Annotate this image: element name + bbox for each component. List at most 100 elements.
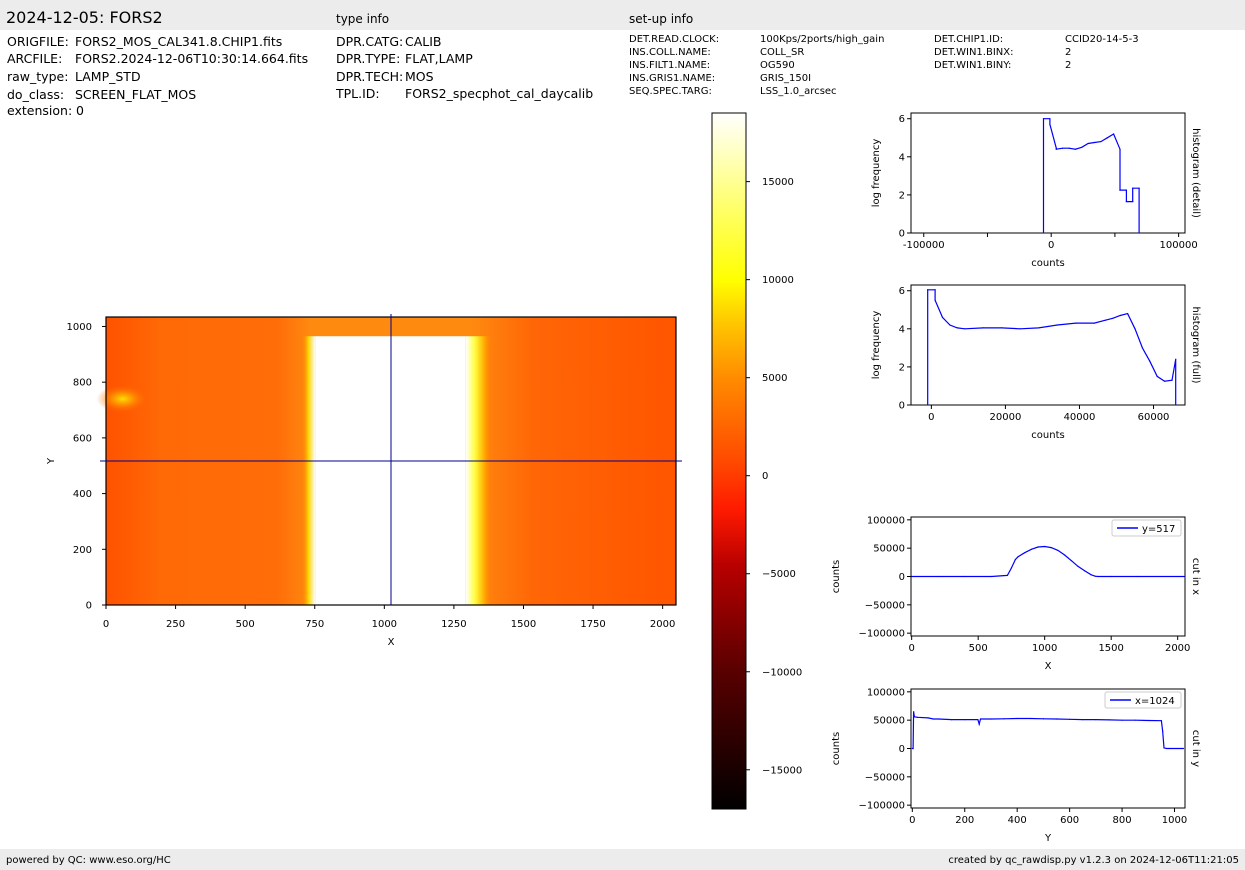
setup-info-key: DET.READ.CLOCK: <box>629 34 720 45</box>
image-ytick-label: 600 <box>73 433 92 444</box>
file-info-value: LAMP_STD <box>75 69 141 84</box>
cut-in-x-xtick-label: 1500 <box>1098 643 1123 654</box>
file-info-value: SCREEN_FLAT_MOS <box>75 87 197 102</box>
file-info-key: ORIGFILE: <box>7 34 69 49</box>
cut-in-y-xlabel: Y <box>1044 833 1052 844</box>
histogram-detail-xlabel: counts <box>1031 258 1064 269</box>
cut-in-x-point <box>1057 549 1059 552</box>
cut-in-y-point <box>964 719 966 721</box>
cut-in-x-xtick-label: 1000 <box>1032 643 1057 654</box>
cut-in-y-point <box>951 719 953 721</box>
histogram-full-point <box>1093 322 1095 324</box>
cut-in-x-xlabel: X <box>1045 661 1052 672</box>
cut-in-x-point <box>1083 570 1086 572</box>
histogram-detail-point <box>1132 187 1134 189</box>
setup-info-heading: set-up info <box>629 12 694 26</box>
page-title: 2024-12-05: FORS2 <box>6 8 163 27</box>
cut-in-y-point <box>979 718 982 720</box>
histogram-detail-point <box>1100 140 1102 143</box>
colorbar-tick-label: 10000 <box>762 275 794 286</box>
histogram-full-point <box>1075 322 1077 324</box>
histogram-full-point <box>927 404 929 406</box>
histogram-detail-point <box>1125 200 1127 203</box>
cut-in-y-point <box>1082 719 1084 721</box>
file-info-key: ARCFILE: <box>7 51 63 66</box>
histogram-detail-point <box>1081 146 1083 148</box>
histogram-full-point <box>941 316 944 318</box>
histogram-detail-point <box>1093 141 1096 144</box>
histogram-detail-ytick-label: 4 <box>899 152 905 163</box>
histogram-detail-point <box>1062 147 1064 149</box>
cut-in-y-ylabel: counts <box>831 732 842 765</box>
setup-info-value: 100Kps/2ports/high_gain <box>760 34 885 45</box>
setup-info-key: DET.CHIP1.ID: <box>934 34 1004 45</box>
cut-in-x-point <box>1077 565 1079 567</box>
image-xtick-label: 750 <box>305 619 324 630</box>
image-xtick-label: 2000 <box>650 619 675 630</box>
histogram-full-point <box>1141 347 1144 349</box>
histogram-full-point <box>934 299 936 301</box>
image-ytick-label: 200 <box>73 545 92 556</box>
histogram-detail-point <box>1049 118 1051 120</box>
image-band-edge-left <box>301 336 316 605</box>
cut-in-y-point <box>1166 747 1168 750</box>
image-ytick-label: 400 <box>73 489 92 500</box>
setup-info-key: INS.COLL.NAME: <box>629 47 711 58</box>
type-info-key: TPL.ID: <box>336 86 380 101</box>
cut-in-x-panel <box>907 516 1186 640</box>
setup-info-value: LSS_1.0_arcsec <box>760 86 837 97</box>
histogram-full-point <box>1112 317 1114 319</box>
histogram-full-ytick-label: 4 <box>899 324 905 335</box>
setup-info-key: DET.WIN1.BINX: <box>934 47 1014 58</box>
colorbar-tick-label: −15000 <box>762 765 802 776</box>
histogram-detail-point <box>1106 137 1108 139</box>
cut-in-y-point <box>1168 747 1170 750</box>
image-xtick-label: 1250 <box>441 619 466 630</box>
cut-in-x-point <box>1064 554 1066 556</box>
cut-in-y-panel <box>907 688 1186 812</box>
histogram-full-point <box>1156 375 1158 378</box>
file-info-value: FORS2.2024-12-06T10:30:14.664.fits <box>75 51 309 66</box>
type-info-value: CALIB <box>405 34 442 49</box>
histogram-full-ylabel: log frequency <box>871 311 882 380</box>
histogram-full-point <box>1001 327 1003 329</box>
image-ylabel: Y <box>46 457 57 465</box>
cut-in-x-point <box>1094 575 1096 577</box>
cut-in-y-series-line <box>912 711 1184 750</box>
file-info-value: FORS2_MOS_CAL341.8.CHIP1.fits <box>75 34 283 49</box>
footer-band <box>0 849 1245 870</box>
cut-in-y-xtick-label: 1000 <box>1162 815 1187 826</box>
image-ytick-label: 800 <box>73 378 92 389</box>
cut-in-y-point <box>1095 719 1097 721</box>
cut-in-y-xtick-label: 200 <box>955 815 974 826</box>
cut-in-x-point <box>1090 574 1092 576</box>
histogram-detail-point <box>1074 148 1076 150</box>
histogram-full-ytick-label: 2 <box>899 362 905 373</box>
image-xtick-label: 1000 <box>372 619 397 630</box>
cut-in-y-ytick-label: −100000 <box>858 801 905 812</box>
cut-in-y-point <box>912 747 914 750</box>
cut-in-y-point <box>937 718 940 720</box>
image-xtick-label: 1500 <box>511 619 536 630</box>
cut-in-y-point <box>1147 719 1149 722</box>
type-info-key: DPR.TECH: <box>336 69 404 84</box>
histogram-full-point <box>1038 327 1040 329</box>
cut-in-x-point <box>1006 574 1009 576</box>
colorbar <box>711 112 747 810</box>
cut-in-y-point <box>1016 717 1018 720</box>
cut-in-y-xtick-label: 400 <box>1008 815 1027 826</box>
cut-in-y-right-label: cut in y <box>1190 730 1201 767</box>
file-info-key: do_class: <box>7 87 65 102</box>
image-xtick-label: 0 <box>103 619 109 630</box>
histogram-full-point <box>1019 328 1021 330</box>
cut-in-x-point <box>1010 567 1013 569</box>
cut-in-y-ytick-label: 50000 <box>873 716 905 727</box>
histogram-detail-xtick-label: -100000 <box>903 240 945 251</box>
histogram-detail-point <box>1042 118 1045 120</box>
histogram-full-ytick-label: 0 <box>899 401 905 412</box>
image-ytick-label: 1000 <box>67 322 92 333</box>
cut-in-x-point <box>1014 558 1017 561</box>
cut-in-x-point <box>990 575 993 578</box>
setup-info-key: SEQ.SPEC.TARG: <box>629 86 712 97</box>
colorbar-tick-label: −5000 <box>762 569 796 580</box>
